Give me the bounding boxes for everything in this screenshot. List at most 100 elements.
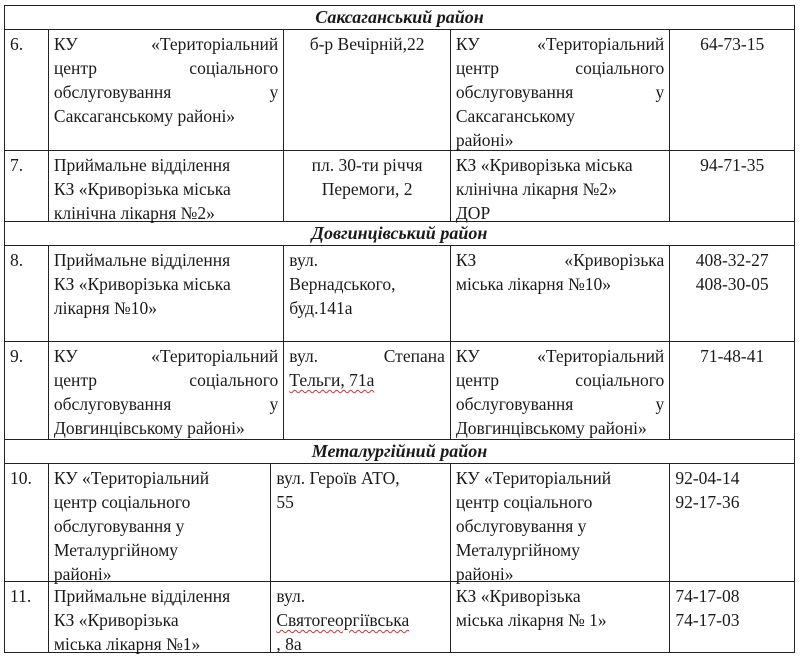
cell-line: 408-32-27 — [675, 248, 789, 272]
organization-cell: КУ «Територіальний центр соціального обслу… — [449, 342, 669, 439]
cell-line: клінічна лікарня №2» — [456, 177, 664, 201]
cell-text-line: Перемоги, 2 — [321, 179, 413, 199]
row-number: 10. — [10, 468, 32, 488]
cell-line: КУ «Територіальний — [54, 32, 278, 56]
cell-text-line: обслуговування у — [455, 82, 665, 102]
cell-text-line: центр соціального — [455, 58, 665, 78]
address-cell: вул. Вернадського, буд.141а — [283, 246, 450, 341]
cell-line: вул. — [276, 584, 445, 608]
cell-line: міська лікарня №10» — [456, 272, 664, 296]
cell-line: вул. Степана — [289, 344, 445, 368]
cell-text-line: центр соціального — [455, 492, 593, 512]
cell-line: 74-17-08 — [675, 584, 789, 608]
cell-line: , 8а — [276, 632, 445, 656]
cell-text-line: центр соціального — [53, 370, 279, 390]
cell-line: КУ «Територіальний — [456, 466, 664, 490]
cell-text-line: Металургійному — [53, 540, 179, 560]
cell-text-line: , 8а — [276, 634, 302, 654]
cell-line: КЗ «Криворізька — [456, 248, 664, 272]
cell-line: Перемоги, 2 — [289, 177, 445, 201]
cell-text-line: КЗ «Криворізька міська — [53, 179, 231, 199]
cell-line: центр соціального — [54, 490, 265, 514]
cell-text-line: центр соціального — [53, 492, 191, 512]
cell-text-line: вул. — [276, 586, 306, 606]
address-cell: б-р Вечірній,22 — [283, 30, 450, 150]
cell-text-line: буд.141а — [289, 298, 353, 318]
cell-line: районі» — [54, 562, 265, 586]
cell-line: КУ «Територіальний — [54, 344, 278, 368]
cell-line: ДОР — [456, 201, 664, 225]
row-number: 6. — [10, 34, 24, 54]
cell-line: районі» — [456, 562, 664, 586]
cell-text-line: 74-17-08 — [675, 586, 740, 606]
cell-line: Металургійному — [456, 538, 664, 562]
cell-text-line: Приймальне відділення — [53, 155, 231, 175]
cell-text-line: клінічна лікарня №2» — [53, 203, 215, 223]
cell-text-line: клінічна лікарня №2» — [455, 179, 617, 199]
table-row: 10. КУ «Територіальний центр соціального об… — [4, 463, 795, 584]
cell-line: 92-17-36 — [675, 490, 789, 514]
address-cell: вул. Степана Тельги, 71а — [283, 342, 450, 439]
row-number: 9. — [10, 346, 24, 366]
institution-name: Приймальне відділення КЗ «Криворізька міс… — [47, 246, 283, 341]
cell-line: КЗ «Криворізька міська — [456, 153, 664, 177]
cell-line: клінічна лікарня №2» — [54, 201, 278, 225]
cell-line: обслуговування у — [54, 80, 278, 104]
cell-text-line: ДОР — [455, 203, 491, 223]
cell-text-line: КУ «Територіальний — [53, 346, 279, 366]
cell-text-line: центр соціального — [53, 58, 279, 78]
cell-line: вул. Героїв АТО, — [276, 466, 445, 490]
cell-text-line: Довгинцівському районі» — [455, 418, 647, 438]
phone-cell: 71-48-41 — [669, 342, 794, 439]
cell-text-line: міська лікарня №10» — [455, 274, 612, 294]
phone-cell: 64-73-15 — [669, 30, 794, 150]
cell-line: б-р Вечірній,22 — [289, 32, 445, 56]
cell-line: пл. 30-ти річчя — [289, 153, 445, 177]
institution-name: Приймальне відділення КЗ «Криворізька міс… — [47, 151, 283, 223]
district-header: Довгинцівський район — [4, 221, 795, 245]
cell-line: 92-04-14 — [675, 466, 789, 490]
table-row: 11. Приймальне відділення КЗ «Криворізька м… — [4, 581, 795, 654]
cell-text-line: районі» — [53, 564, 112, 584]
cell-line: обслуговування у — [456, 392, 664, 416]
cell-line: КЗ «Криворізька — [456, 584, 664, 608]
phone-cell: 74-17-08 74-17-03 — [669, 582, 794, 652]
cell-text-line: КЗ «Криворізька — [455, 250, 665, 270]
cell-line: Приймальне відділення — [54, 153, 278, 177]
cell-text-line: КУ «Територіальний — [455, 34, 665, 54]
cell-line: обслуговування у — [54, 514, 265, 538]
cell-line: Приймальне відділення — [54, 584, 265, 608]
institution-name: КУ «Територіальний центр соціального обслу… — [47, 342, 283, 439]
cell-text-line: б-р Вечірній,22 — [309, 34, 425, 54]
cell-line: КУ «Територіальний — [456, 344, 664, 368]
institution-name: КУ «Територіальний центр соціального обслу… — [47, 30, 283, 150]
cell-line: 94-71-35 — [675, 153, 789, 177]
cell-text-line: Довгинцівському районі» — [53, 418, 245, 438]
cell-line: вул. — [289, 248, 445, 272]
cell-text-line: лікарня №10» — [53, 298, 157, 318]
cell-text-line: Вернадського, — [289, 274, 396, 294]
cell-text-line: Святогеоргіївська — [276, 610, 410, 630]
cell-line: КЗ «Криворізька міська — [54, 177, 278, 201]
cell-text-line: 55 — [276, 492, 294, 512]
cell-line: 64-73-15 — [675, 32, 789, 56]
cell-line: КЗ «Криворізька — [54, 608, 265, 632]
cell-line: 55 — [276, 490, 445, 514]
cell-line: Вернадського, — [289, 272, 445, 296]
district-header: Металургійний район — [4, 439, 795, 463]
phone-cell: 94-71-35 — [669, 151, 794, 221]
cell-line: Саксаганському районі» — [54, 104, 278, 128]
cell-text-line: районі» — [455, 130, 514, 150]
row-number: 11. — [10, 586, 32, 606]
cell-line: обслуговування у — [54, 392, 278, 416]
cell-line: буд.141а — [289, 296, 445, 320]
address-cell: вул. Святогеоргіївська , 8а — [270, 582, 450, 654]
cell-line: Саксаганському — [456, 104, 664, 128]
cell-line: центр соціального — [456, 490, 664, 514]
cell-text-line: обслуговування у — [53, 516, 185, 536]
cell-line: центр соціального — [456, 56, 664, 80]
cell-line: Тельги, 71а — [289, 368, 445, 392]
cell-line: лікарня №10» — [54, 296, 278, 320]
table-row: 6. КУ «Територіальний центр соціального обс… — [4, 29, 795, 150]
cell-line: центр соціального — [456, 368, 664, 392]
